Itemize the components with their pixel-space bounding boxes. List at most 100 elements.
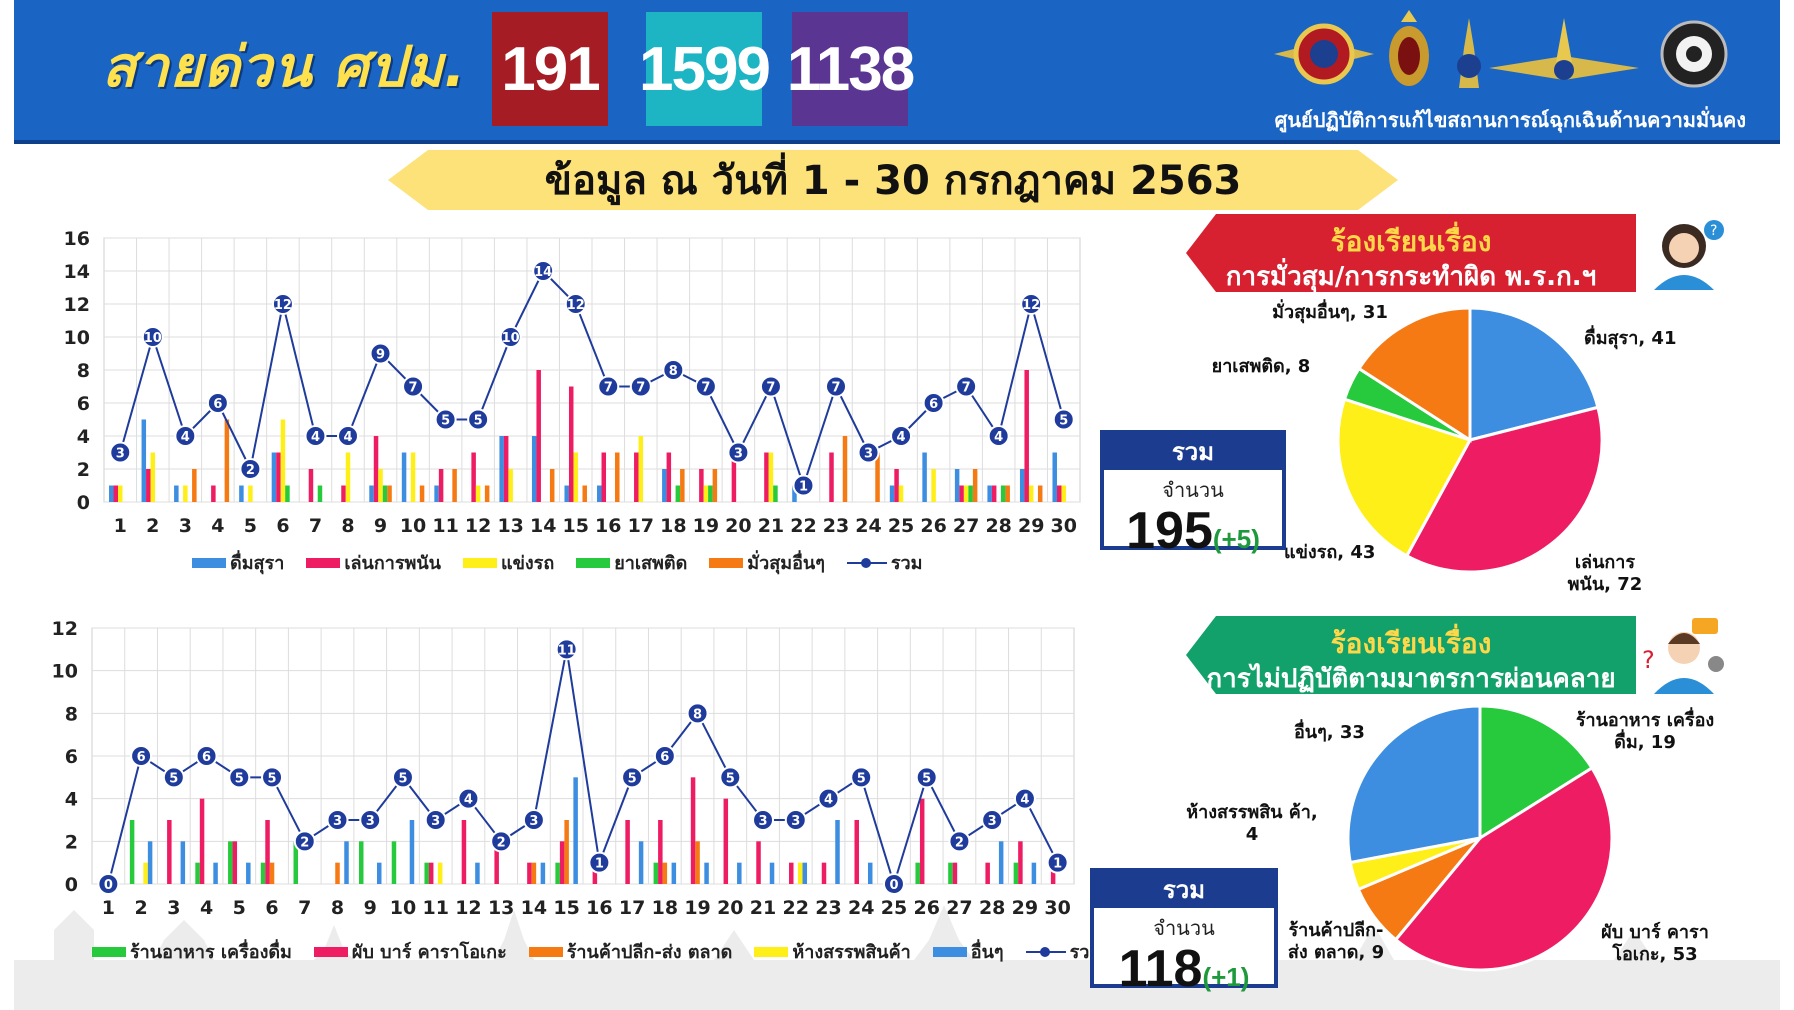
- chart2-bar: [737, 862, 742, 884]
- chart2-xtick-label: 11: [422, 897, 448, 918]
- chart2-ytick-label: 10: [52, 661, 78, 683]
- chart2-bar: [915, 862, 920, 884]
- chart1-bar: [499, 436, 504, 502]
- chart1-legend-item: ดื่มสุรา: [192, 548, 284, 577]
- chart2-total-point: [588, 851, 611, 874]
- chart2-bar: [998, 841, 1004, 884]
- chart1-bar: [703, 485, 709, 502]
- chart1-bar: [438, 469, 444, 502]
- chart1-bar: [634, 452, 639, 502]
- chart2-bar: [293, 841, 299, 884]
- chart2-bar: [821, 862, 827, 884]
- total-delta: (+1): [1202, 962, 1250, 992]
- chart1-bar: [829, 452, 834, 502]
- hotline-title: สายด่วน ศปม.: [102, 35, 467, 100]
- chart1-bar: [369, 485, 374, 502]
- chart2-bar: [723, 798, 729, 884]
- chart1-ytick-label: 8: [77, 360, 90, 382]
- chart2-bar: [662, 862, 668, 884]
- chart2-bar: [798, 862, 803, 884]
- chart1-legend-swatch: [709, 557, 744, 568]
- hotline-191[interactable]: 191: [492, 12, 608, 126]
- total-label: จำนวน: [1162, 478, 1224, 502]
- chart2-total-point-label: 4: [1020, 793, 1029, 808]
- chart2-total-point-label: 3: [333, 814, 342, 829]
- chart1-bar: [536, 370, 541, 502]
- chart1-total-point: [922, 392, 945, 414]
- chart1-bar: [1024, 370, 1029, 502]
- chart2-legend-swatch: [92, 946, 126, 957]
- chart1-ytick-label: 16: [64, 228, 90, 250]
- svg-text:?: ?: [1710, 223, 1717, 239]
- chart1-total-point-label: 1: [799, 480, 808, 495]
- chart2-legend-item: อื่นๆ: [932, 937, 1004, 966]
- chart2-xtick-label: 6: [265, 897, 278, 918]
- chart1-bar: [991, 485, 997, 502]
- chart2-bar: [461, 820, 467, 884]
- chart2-bar: [559, 841, 565, 884]
- chart2-xtick-label: 24: [848, 897, 874, 918]
- chart1-bar: [564, 485, 569, 502]
- chart1-bar: [285, 485, 290, 502]
- chart2-total-point: [752, 809, 775, 831]
- chart1-bar: [387, 485, 392, 502]
- chart1-total-point: [109, 441, 132, 464]
- chart1-bar: [680, 469, 685, 502]
- chart1-total-point-label: 4: [994, 430, 1003, 445]
- pie1-slice: [1356, 306, 1472, 443]
- pie1-label-other: มั่วสุมอื่นๆ, 31: [1272, 302, 1388, 323]
- chart2-bar: [555, 862, 560, 884]
- chart2-xtick-label: 15: [553, 897, 579, 918]
- chart2-total-point: [555, 638, 578, 661]
- chart2-bar: [658, 820, 663, 884]
- pie1-slice: [1336, 397, 1473, 558]
- chart2-xtick-label: 30: [1044, 897, 1070, 918]
- chart1-bar: [731, 452, 737, 502]
- chart1-bar: [597, 485, 602, 502]
- chart1-bar: [475, 485, 481, 502]
- chart1-bar: [174, 485, 179, 502]
- chart2-bar: [802, 862, 808, 884]
- chart2-total-point-label: 2: [300, 835, 309, 850]
- chart1-legend-label: รวม: [890, 553, 923, 574]
- chart2-xtick-label: 5: [233, 897, 246, 918]
- chart1-xtick-label: 17: [628, 515, 654, 537]
- chart2-bar: [573, 777, 578, 884]
- wrongdoing-banner-line1: ร้องเรียนเรื่อง: [1330, 225, 1492, 258]
- chart1-bar: [280, 419, 286, 502]
- wrongdoing-banner-line2: การมั่วสุม/การกระทำผิด พ.ร.ก.ฯ: [1225, 262, 1597, 292]
- chart1-legend-label: ดื่มสุรา: [230, 553, 285, 574]
- chart1-total-point-label: 14: [534, 265, 552, 280]
- chart2-xtick-label: 29: [1012, 897, 1038, 918]
- chart2-bar: [494, 841, 499, 884]
- hotline-1599[interactable]: 1599: [639, 12, 771, 126]
- chart1-total-point: [857, 441, 880, 464]
- chart1-bar: [1005, 485, 1010, 502]
- chart2-bar: [246, 862, 251, 884]
- chart2-total-point-label: 1: [1053, 857, 1062, 872]
- chart2-total-point-label: 2: [497, 835, 506, 850]
- chart1-legend-label: แข่งรถ: [500, 553, 555, 574]
- chart2-total-point-label: 6: [137, 750, 146, 765]
- date-text: ข้อมูล ณ วันที่ 1 - 30 กรกฎาคม 2563: [544, 158, 1242, 204]
- chart2-bar: [1031, 862, 1037, 884]
- chart1-total-point: [141, 326, 164, 348]
- chart1-bar: [662, 469, 667, 502]
- chart2-total-point-label: 0: [889, 878, 898, 893]
- chart2-xtick-label: 12: [455, 897, 481, 918]
- chart1-ytick-label: 2: [77, 459, 90, 481]
- chart1-total-point: [955, 375, 978, 398]
- chart1-bar: [568, 386, 574, 502]
- chart2-xtick-label: 18: [652, 897, 678, 918]
- chart2-total-point: [653, 745, 676, 767]
- chart2-bar: [260, 862, 266, 884]
- chart1-bar: [1061, 485, 1066, 502]
- hotline-1138[interactable]: 1138: [787, 12, 915, 126]
- chart2-ytick-label: 2: [65, 831, 78, 853]
- chart1-bar: [889, 485, 895, 502]
- chart1-total-point-label: 12: [274, 298, 292, 313]
- pie2-slice: [1346, 704, 1482, 865]
- chart1-legend-item-total: รวม: [846, 548, 923, 577]
- chart1-total-point: [825, 375, 847, 398]
- chart1-total-point: [694, 375, 717, 398]
